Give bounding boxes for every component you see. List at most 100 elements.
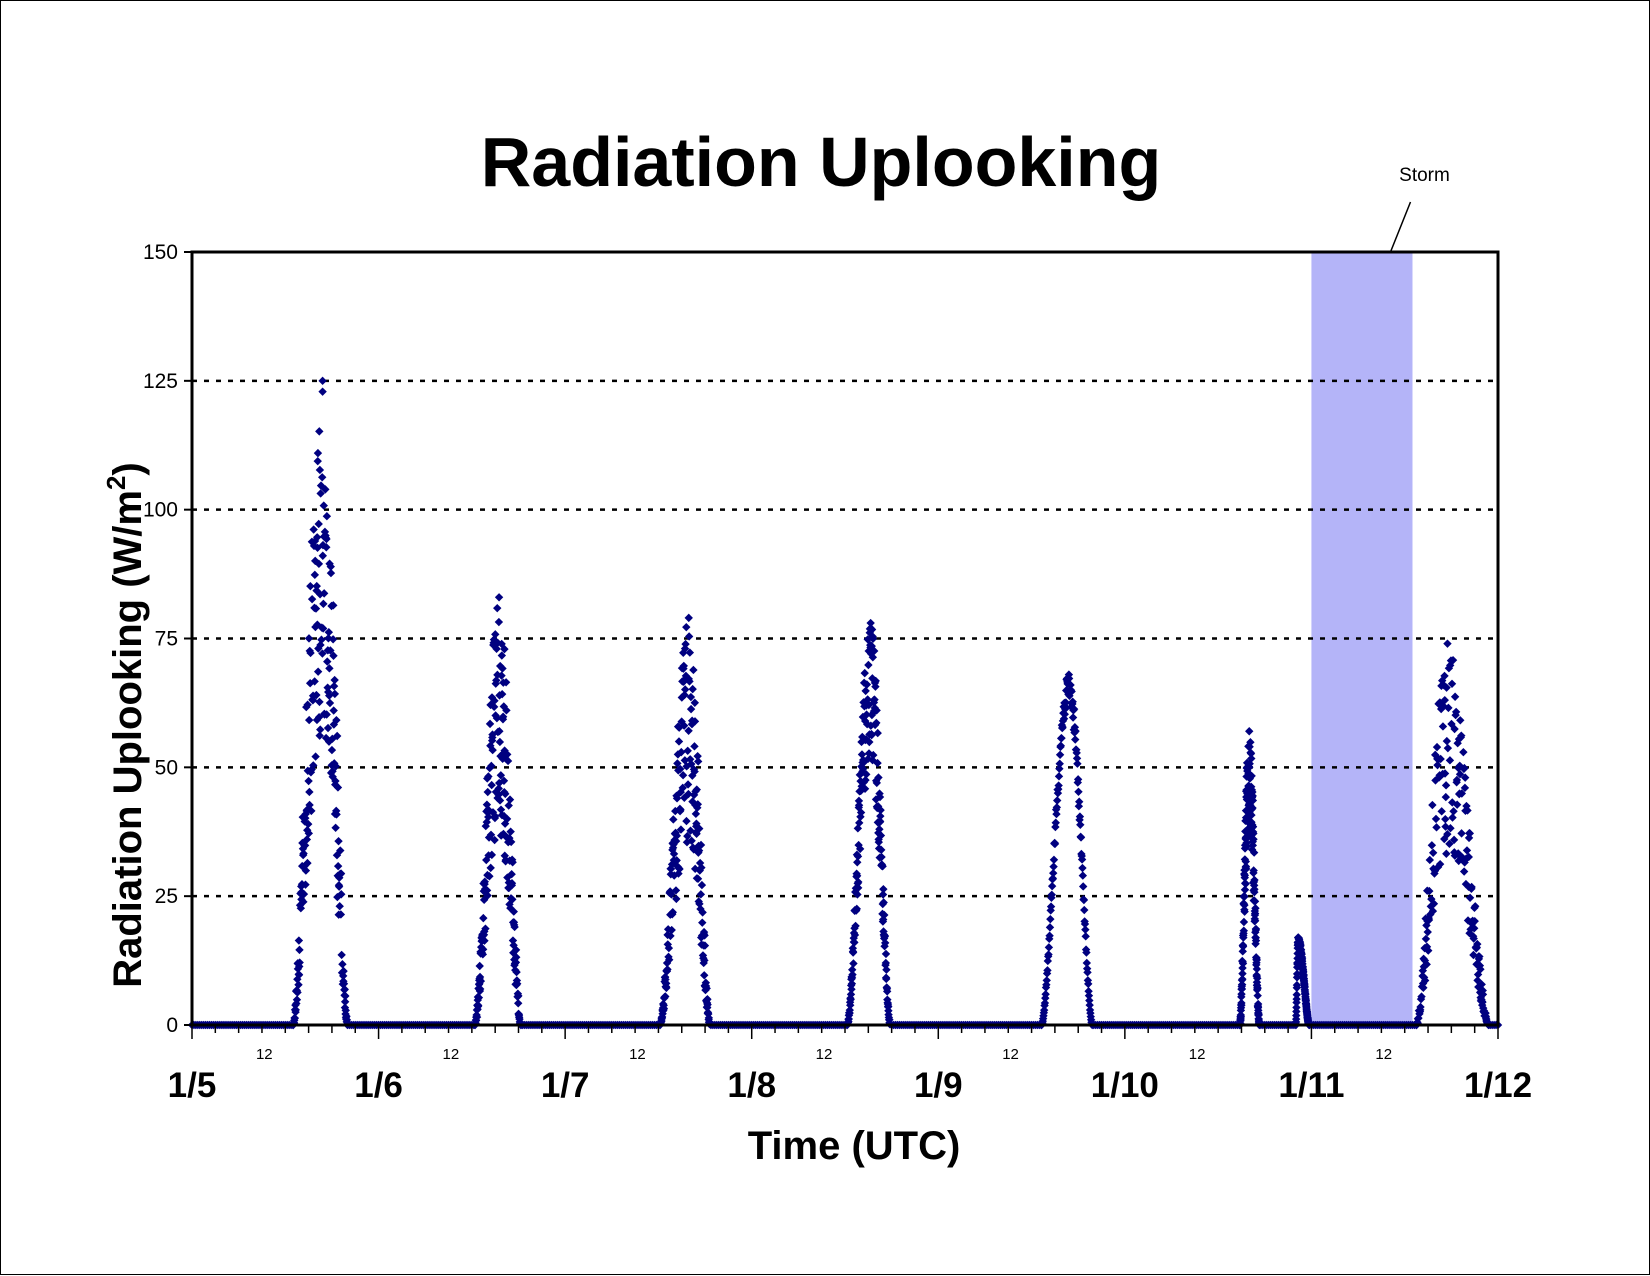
data-point (497, 651, 507, 660)
data-point (856, 786, 865, 796)
data-point (336, 910, 346, 919)
data-point (1414, 1013, 1423, 1023)
data-point (871, 682, 880, 691)
data-point (301, 866, 311, 875)
data-point (1445, 839, 1454, 849)
data-point (862, 710, 871, 719)
data-point (1476, 965, 1485, 974)
data-point (693, 751, 702, 761)
data-point (306, 648, 315, 658)
data-point (308, 696, 318, 705)
data-point (1470, 916, 1479, 926)
data-point (1478, 990, 1488, 999)
data-point (675, 864, 684, 874)
data-point (498, 664, 507, 673)
data-point (339, 966, 348, 976)
data-point (319, 589, 329, 598)
data-point (872, 706, 881, 715)
data-point (332, 851, 342, 860)
data-point (303, 766, 313, 775)
data-point (504, 883, 514, 893)
data-point (1248, 822, 1258, 831)
data-point (873, 758, 882, 768)
data-point (848, 970, 857, 979)
data-point (510, 922, 519, 932)
data-point (324, 627, 334, 637)
data-point (856, 776, 865, 786)
data-point (871, 795, 881, 804)
data-point (1440, 695, 1449, 705)
data-point (1078, 863, 1087, 873)
data-point (685, 755, 695, 764)
data-point (1075, 812, 1085, 821)
data-point (870, 646, 879, 656)
data-point (1084, 987, 1093, 996)
data-point (876, 831, 886, 840)
data-point (858, 764, 868, 774)
data-point (1251, 904, 1260, 913)
data-point (1049, 862, 1058, 871)
data-point (1055, 759, 1064, 768)
data-point (684, 613, 693, 623)
data-point (1240, 885, 1250, 894)
data-point (845, 1005, 854, 1015)
data-point (1422, 942, 1432, 951)
data-point (1247, 754, 1256, 763)
data-point (857, 750, 867, 759)
data-point (328, 772, 337, 781)
data-point (496, 805, 506, 814)
data-point (680, 690, 689, 700)
data-point (487, 780, 496, 790)
data-point (341, 991, 350, 1001)
data-point (1470, 924, 1479, 933)
data-point (1293, 958, 1302, 967)
data-point (679, 721, 689, 730)
data-point (1440, 834, 1449, 844)
data-point (853, 852, 863, 861)
data-point (1463, 806, 1472, 815)
data-point (485, 719, 495, 729)
data-point (1047, 881, 1057, 891)
x-noon-label: 12 (816, 1046, 833, 1063)
data-point (333, 783, 343, 792)
data-point (484, 808, 493, 817)
data-point (1080, 905, 1089, 915)
data-point (502, 706, 511, 715)
data-point (511, 958, 521, 967)
data-point (1467, 882, 1476, 892)
data-point (326, 562, 335, 571)
data-point (311, 622, 320, 632)
data-point (1076, 820, 1085, 830)
data-point (323, 683, 332, 692)
data-point (503, 756, 513, 766)
data-point (494, 593, 504, 602)
data-point (1475, 952, 1484, 961)
data-point (1436, 754, 1445, 764)
data-point (322, 534, 331, 544)
data-point (331, 762, 341, 771)
data-point (1046, 914, 1055, 924)
data-point (312, 690, 321, 700)
data-point (321, 485, 330, 494)
data-point (1253, 999, 1263, 1009)
data-point (1239, 917, 1249, 927)
data-point (700, 971, 709, 980)
data-point (311, 752, 320, 761)
data-point (303, 700, 312, 709)
data-point (505, 900, 514, 909)
data-point (673, 759, 682, 768)
data-point (1462, 801, 1471, 811)
data-point (848, 948, 858, 957)
data-point (1242, 772, 1251, 781)
data-point (1478, 997, 1487, 1007)
data-point (295, 945, 304, 955)
data-point (1466, 925, 1475, 934)
data-point (874, 837, 883, 847)
data-point (1249, 848, 1259, 857)
data-point (290, 1014, 300, 1023)
y-axis-title-suffix: ) (106, 462, 150, 475)
data-point (1085, 996, 1094, 1005)
data-point (1238, 942, 1248, 951)
data-point (1462, 846, 1472, 855)
data-point (307, 594, 317, 604)
